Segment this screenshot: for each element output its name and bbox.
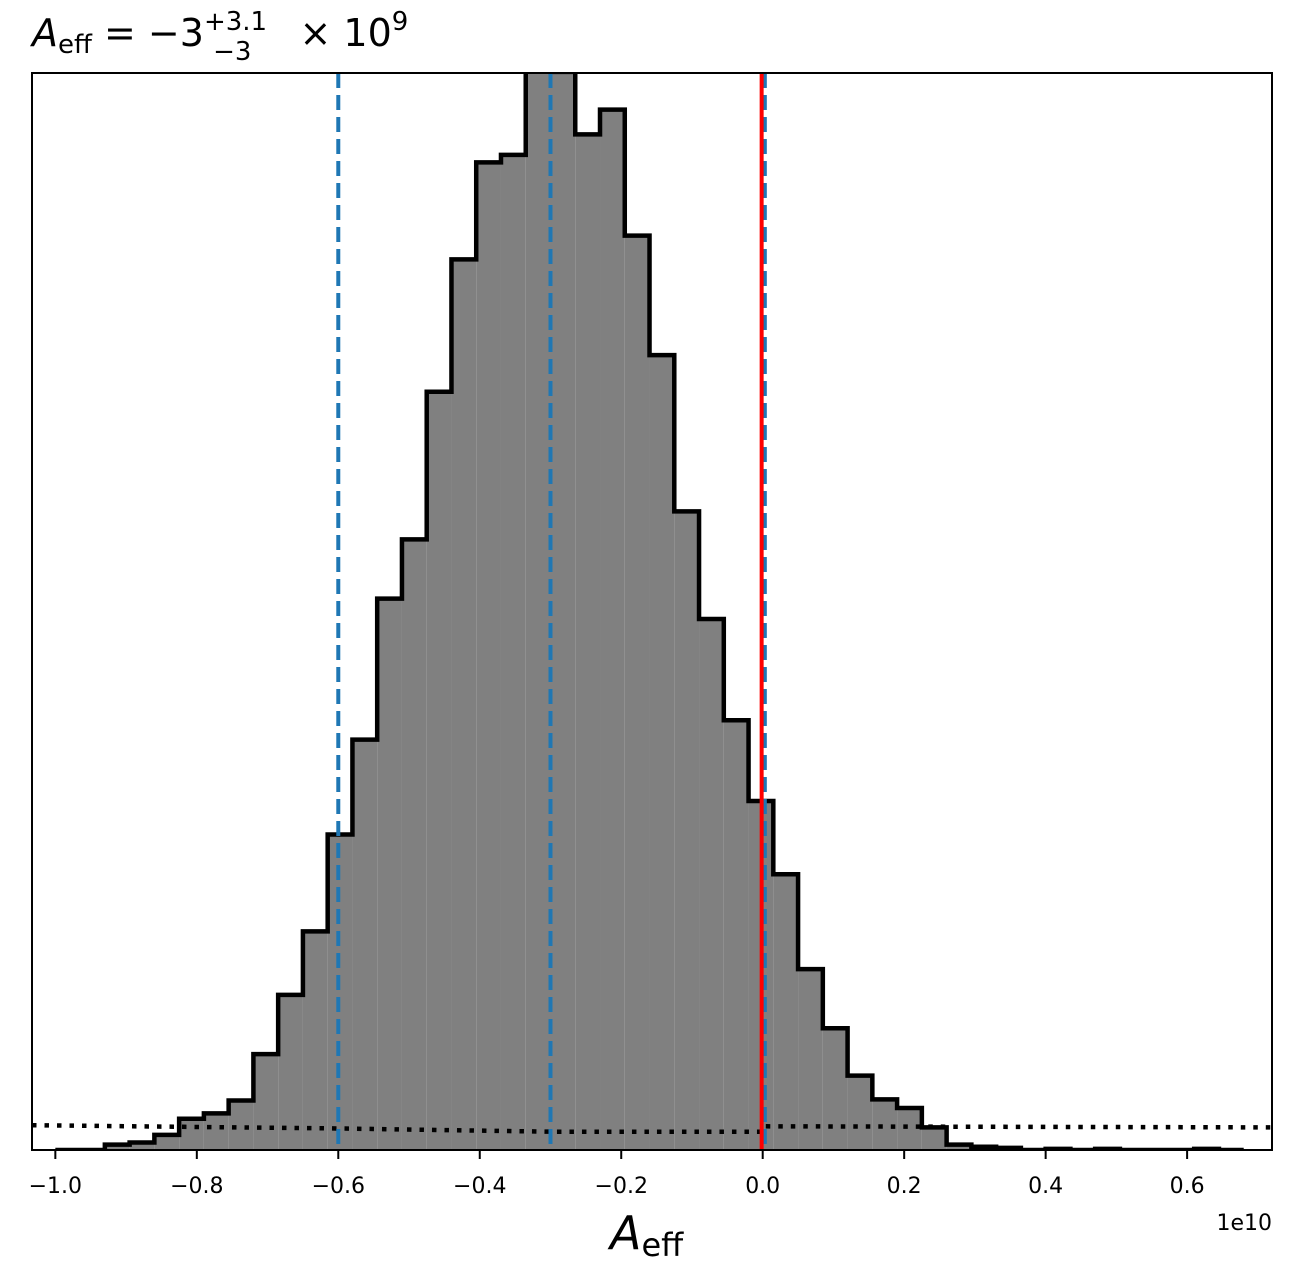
histogram-bar: [203, 1113, 229, 1150]
title-subscript: eff: [58, 30, 93, 60]
histogram-bar: [822, 1028, 848, 1150]
histogram-bar: [649, 355, 675, 1150]
histogram-bar: [921, 1127, 947, 1150]
x-tick-label: −0.4: [453, 1174, 506, 1199]
histogram-bar: [302, 931, 328, 1150]
x-tick-label: 0.2: [887, 1174, 922, 1199]
x-tick-label: −0.8: [170, 1174, 223, 1199]
histogram-bar: [104, 1144, 130, 1150]
histogram-bar: [550, 73, 576, 1150]
histogram-bar: [179, 1118, 204, 1150]
histogram-bar: [401, 539, 427, 1150]
histogram-bar: [500, 154, 526, 1150]
title-multiplier: × 10: [287, 11, 391, 55]
histogram-bar: [476, 162, 501, 1150]
histogram-bar: [600, 109, 625, 1150]
histogram-bar: [525, 73, 551, 1150]
histogram-bar: [674, 511, 700, 1150]
histogram-bar: [798, 969, 823, 1150]
histogram-bar: [897, 1107, 922, 1150]
x-tick-label: 0.6: [1170, 1174, 1205, 1199]
x-tick-label: −1.0: [29, 1174, 82, 1199]
histogram-bar: [154, 1134, 180, 1150]
x-axis-label-subscript: eff: [641, 1226, 684, 1264]
x-axis-label: Aeff: [607, 1206, 684, 1264]
histogram-bar: [624, 235, 650, 1150]
histogram-bar: [773, 874, 799, 1150]
histogram-bar: [253, 1054, 279, 1150]
histogram-bar: [699, 619, 724, 1150]
histogram-bar: [946, 1144, 972, 1150]
title-equals-value: = −3: [92, 11, 204, 55]
x-tick-label: 0.4: [1028, 1174, 1063, 1199]
plot-content: [32, 73, 1272, 1150]
histogram-bar: [278, 994, 303, 1150]
chart-title: Aeff = −3+3.1 −3 × 109: [29, 7, 408, 67]
histogram-bar: [129, 1142, 155, 1150]
plot-area: −1.0 −0.8 −0.6 −0.4 −0.2 0.0 0.2 0.4 0.6: [29, 72, 1273, 1199]
histogram-bar: [451, 259, 477, 1150]
histogram-bar: [352, 739, 378, 1150]
histogram-bar: [327, 834, 353, 1150]
title-exponent: 9: [392, 7, 409, 37]
histogram-bar: [377, 598, 402, 1150]
x-axis-offset-text: 1e10: [1216, 1211, 1272, 1236]
axes-frame: [31, 72, 1273, 1151]
title-variable: A: [29, 11, 58, 55]
histogram-bar: [723, 720, 749, 1150]
title-upper-error: +3.1: [204, 7, 267, 37]
x-tick-label: 0.0: [745, 1174, 780, 1199]
x-axis-label-variable: A: [607, 1206, 641, 1260]
x-tick-label: −0.2: [595, 1174, 648, 1199]
histogram-bar: [575, 134, 601, 1150]
title-lower-error: −3: [213, 37, 251, 67]
histogram-bar: [426, 391, 452, 1150]
x-tick-label: −0.6: [312, 1174, 365, 1199]
histogram-bar: [847, 1075, 873, 1150]
